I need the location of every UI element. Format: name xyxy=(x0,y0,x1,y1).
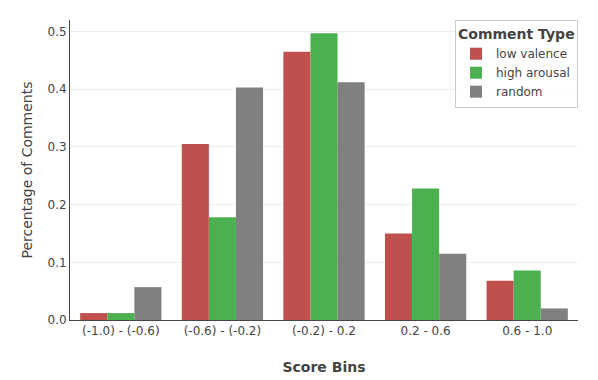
svg-text:(-0.6) - (-0.2): (-0.6) - (-0.2) xyxy=(184,324,262,338)
svg-text:0.0: 0.0 xyxy=(48,313,67,327)
svg-text:0.2 - 0.6: 0.2 - 0.6 xyxy=(401,324,451,338)
svg-text:(-0.2) - 0.2: (-0.2) - 0.2 xyxy=(292,324,356,338)
svg-text:high arousal: high arousal xyxy=(496,66,570,80)
svg-text:0.1: 0.1 xyxy=(48,256,67,270)
svg-text:Percentage of Comments: Percentage of Comments xyxy=(19,81,35,258)
svg-text:Score Bins: Score Bins xyxy=(282,359,365,375)
svg-text:0.6 - 1.0: 0.6 - 1.0 xyxy=(502,324,552,338)
svg-text:(-1.0) - (-0.6): (-1.0) - (-0.6) xyxy=(82,324,160,338)
svg-text:low valence: low valence xyxy=(496,47,567,61)
svg-text:random: random xyxy=(496,85,543,99)
svg-text:Comment Type: Comment Type xyxy=(458,26,575,42)
svg-text:0.5: 0.5 xyxy=(48,25,67,39)
svg-text:0.2: 0.2 xyxy=(48,198,67,212)
svg-text:0.3: 0.3 xyxy=(48,140,67,154)
svg-text:0.4: 0.4 xyxy=(48,82,67,96)
